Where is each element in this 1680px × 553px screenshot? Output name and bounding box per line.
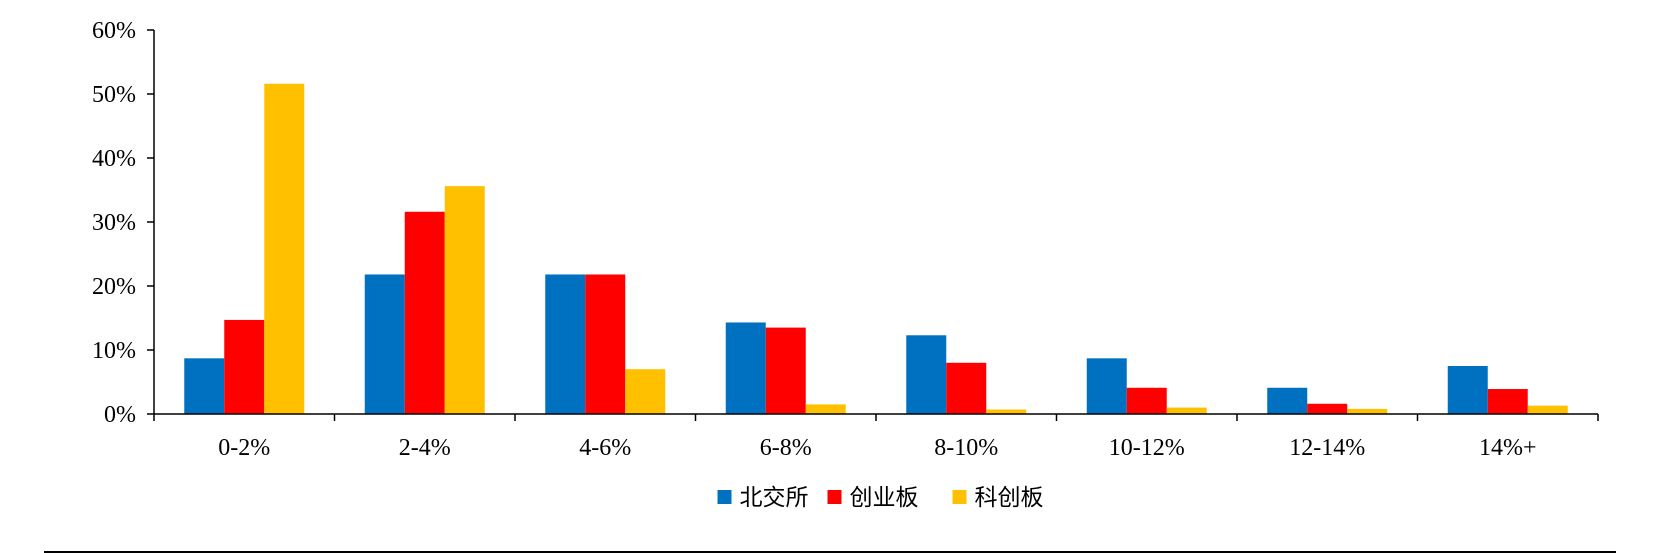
bar-3-10-12% (1166, 407, 1207, 414)
bars (184, 83, 1568, 414)
x-tick-label: 0-2% (218, 435, 270, 461)
bar-3-8-10% (986, 409, 1027, 414)
y-tick-label: 40% (92, 146, 136, 172)
bar-2-8-10% (946, 362, 987, 414)
y-tick-label: 0% (104, 402, 136, 428)
y-tick-label: 60% (92, 18, 136, 44)
bar-1-6-8% (725, 322, 766, 414)
bottom-divider-line (44, 551, 1616, 553)
legend-swatch (827, 490, 842, 504)
y-tick-label: 20% (92, 274, 136, 300)
bar-2-6-8% (765, 327, 806, 414)
x-tick-label: 4-6% (579, 435, 631, 461)
legend-label: 创业板 (850, 485, 919, 511)
legend-swatch (717, 490, 732, 504)
bar-1-12-14% (1267, 387, 1308, 414)
legend: 北交所 创业板 科创板 (717, 485, 1044, 511)
bar-2-10-12% (1126, 387, 1167, 414)
x-tick-label: 12-14% (1289, 435, 1365, 461)
x-tick-label: 6-8% (760, 435, 812, 461)
x-tick-label: 10-12% (1109, 435, 1185, 461)
y-tick-label: 10% (92, 338, 136, 364)
bar-3-14%+ (1527, 405, 1568, 414)
bar-1-10-12% (1086, 358, 1127, 414)
bar-2-4-6% (585, 274, 626, 414)
bar-2-2-4% (404, 211, 445, 414)
legend-swatch (952, 490, 967, 504)
axes (147, 29, 1599, 421)
bar-1-0-2% (184, 358, 225, 414)
y-tick-label: 50% (92, 82, 136, 108)
y-axis-tick-labels: 0% 10% 20% 30% 40% 50% 60% (92, 18, 136, 428)
legend-label: 北交所 (740, 485, 809, 511)
bar-1-2-4% (364, 274, 405, 414)
bar-3-4-6% (625, 369, 666, 414)
x-tick-label: 8-10% (934, 435, 998, 461)
x-tick-label: 2-4% (399, 435, 451, 461)
y-tick-label: 30% (92, 210, 136, 236)
bar-2-0-2% (224, 319, 265, 414)
bar-3-0-2% (264, 83, 305, 414)
legend-label: 科创板 (975, 485, 1044, 511)
bar-3-12-14% (1347, 408, 1388, 414)
bar-1-8-10% (906, 335, 947, 414)
bar-2-14%+ (1487, 389, 1528, 414)
bar-1-4-6% (545, 274, 586, 414)
bar-1-14%+ (1447, 366, 1488, 414)
x-tick-label: 14%+ (1479, 435, 1537, 461)
bar-3-2-4% (444, 186, 485, 414)
x-axis-tick-labels: 0-2% 2-4% 4-6% 6-8% 8-10% 10-12% 12-14% 14%+ (218, 435, 1536, 461)
bar-3-6-8% (805, 404, 846, 414)
bar-2-12-14% (1307, 403, 1348, 414)
